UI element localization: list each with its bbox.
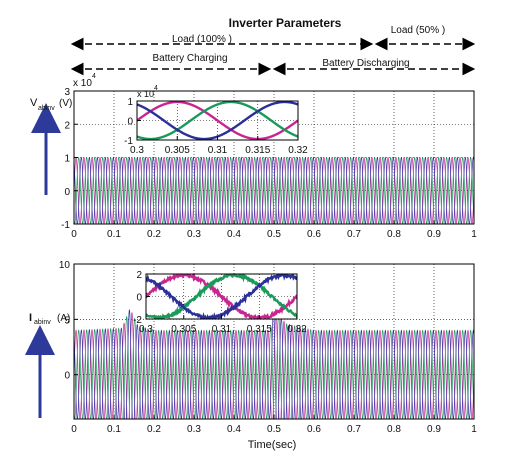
voltage-main-xtick-label-7: 0.7 [347, 229, 361, 240]
voltage-main-phase-a-line [74, 156, 474, 224]
voltage-main-xtick-label-3: 0.3 [187, 229, 201, 240]
voltage-inset-xtick-label-4: 0.32 [288, 145, 308, 156]
voltage-inset-xtick-label-3: 0.315 [245, 145, 270, 156]
voltage-panel: x 10 4 V abinv (V) 0 0.1 0.2 0.3 0.4 0.5 0.6 0.… [30, 73, 477, 240]
current-main-ytick-label-2: 10 [59, 260, 71, 271]
voltage-inset-ytick-label-2: 1 [127, 97, 133, 108]
voltage-inset-xtick-label-2: 0.31 [208, 145, 228, 156]
voltage-main-ytick-label-4: 3 [64, 87, 70, 98]
voltage-main-xtick-label-4: 0.4 [227, 229, 241, 240]
current-inset-phase-b-line [146, 274, 297, 319]
voltage-inset-xtick-label-0: 0.3 [130, 145, 144, 156]
current-inset-xtick-label-1: 0.305 [171, 324, 196, 335]
current-inset-ytick-label-1: 0 [136, 293, 142, 304]
voltage-exponent-base: x 10 [73, 78, 92, 89]
current-main-xtick-label-6: 0.6 [307, 424, 321, 435]
voltage-exponent-power: 4 [92, 73, 96, 80]
current-ylabel-sub: abinv [34, 319, 51, 326]
current-inset-xtick-label-3: 0.315 [247, 324, 272, 335]
current-main-xtick-label-7: 0.7 [347, 424, 361, 435]
current-inset-xtick-label-0: 0.3 [139, 324, 153, 335]
voltage-main-phase-c-line [74, 156, 474, 224]
x-axis-title: Time(sec) [248, 439, 296, 451]
current-inset-ytick-label-0: -2 [133, 315, 142, 326]
battery-discharging-label: Battery Discharging [322, 58, 409, 69]
current-inset-xtick-label-2: 0.31 [212, 324, 232, 335]
voltage-main-xtick-label-5: 0.5 [267, 229, 281, 240]
current-ylabel: I abinv (A) [29, 312, 70, 326]
current-main-xtick-label-10: 1 [471, 424, 477, 435]
current-panel: I abinv (A) 0 0.1 0.2 0.3 0.4 0.5 0.6 0.7 0.8 0.9… [29, 260, 477, 451]
load-full-label: Load (100% ) [172, 34, 232, 45]
voltage-main-ytick-label-3: 2 [64, 120, 70, 131]
voltage-inset-xtick-label-1: 0.305 [165, 145, 190, 156]
voltage-main-xtick-label-2: 0.2 [147, 229, 161, 240]
current-main-xtick-label-5: 0.5 [267, 424, 281, 435]
current-inset-phase-a-line [146, 274, 297, 319]
voltage-inset-exponent-base: x 10 [137, 89, 154, 99]
voltage-main-phase-b-line [74, 156, 474, 224]
voltage-inset-ytick-label-1: 0 [127, 117, 133, 128]
voltage-main-ytick-label-1: 0 [64, 187, 70, 198]
current-inset-chart: 0.3 0.305 0.31 0.315 0.32 -2 0 2 [133, 270, 307, 335]
voltage-ylabel-unit: (V) [59, 98, 72, 109]
current-main-xtick-label-9: 0.9 [427, 424, 441, 435]
voltage-main-ytick-label-2: 1 [64, 154, 70, 165]
battery-charging-label: Battery Charging [152, 53, 227, 64]
current-inset-ytick-label-2: 2 [136, 270, 142, 281]
voltage-ylabel-sub: abinv [38, 105, 55, 112]
current-inset-xtick-label-4: 0.32 [287, 324, 307, 335]
current-ylabel-symbol: I [29, 312, 32, 324]
current-main-xtick-label-8: 0.8 [387, 424, 401, 435]
voltage-inset-ytick-label-0: -1 [124, 136, 133, 147]
current-main-phase-b-line [74, 313, 474, 419]
current-main-xtick-label-0: 0 [71, 424, 77, 435]
voltage-main-xtick-label-0: 0 [71, 229, 77, 240]
annotation-arrows: Load (100% ) Load (50% ) Battery Chargin… [70, 25, 476, 76]
voltage-inset-phase-a-line [137, 101, 298, 140]
voltage-main-xtick-label-1: 0.1 [107, 229, 121, 240]
voltage-main-xtick-label-10: 1 [471, 229, 477, 240]
current-main-xtick-label-3: 0.3 [187, 424, 201, 435]
current-main-xtick-label-2: 0.2 [147, 424, 161, 435]
voltage-main-ytick-label-0: -1 [61, 220, 70, 231]
voltage-ylabel: V abinv (V) [30, 97, 72, 112]
voltage-main-xtick-label-9: 0.9 [427, 229, 441, 240]
voltage-main-xtick-label-6: 0.6 [307, 229, 321, 240]
voltage-inset-chart: 0.3 0.305 0.31 0.315 0.32 -1 0 1 [124, 97, 308, 156]
current-main-ytick-label-0: 0 [64, 371, 70, 382]
voltage-inset-exponent-power: 4 [154, 85, 158, 92]
current-ylabel-unit: (A) [57, 313, 70, 324]
current-main-xtick-label-1: 0.1 [107, 424, 121, 435]
current-main-phase-a-line [74, 309, 474, 419]
figure-title: Inverter Parameters [229, 16, 342, 30]
current-main-ytick-label-1: 5 [64, 315, 70, 326]
voltage-inset-phase-b-line [137, 101, 298, 140]
voltage-ylabel-symbol: V [30, 97, 38, 109]
current-main-xtick-label-4: 0.4 [227, 424, 241, 435]
voltage-main-xtick-label-8: 0.8 [387, 229, 401, 240]
load-half-label: Load (50% ) [391, 25, 445, 36]
